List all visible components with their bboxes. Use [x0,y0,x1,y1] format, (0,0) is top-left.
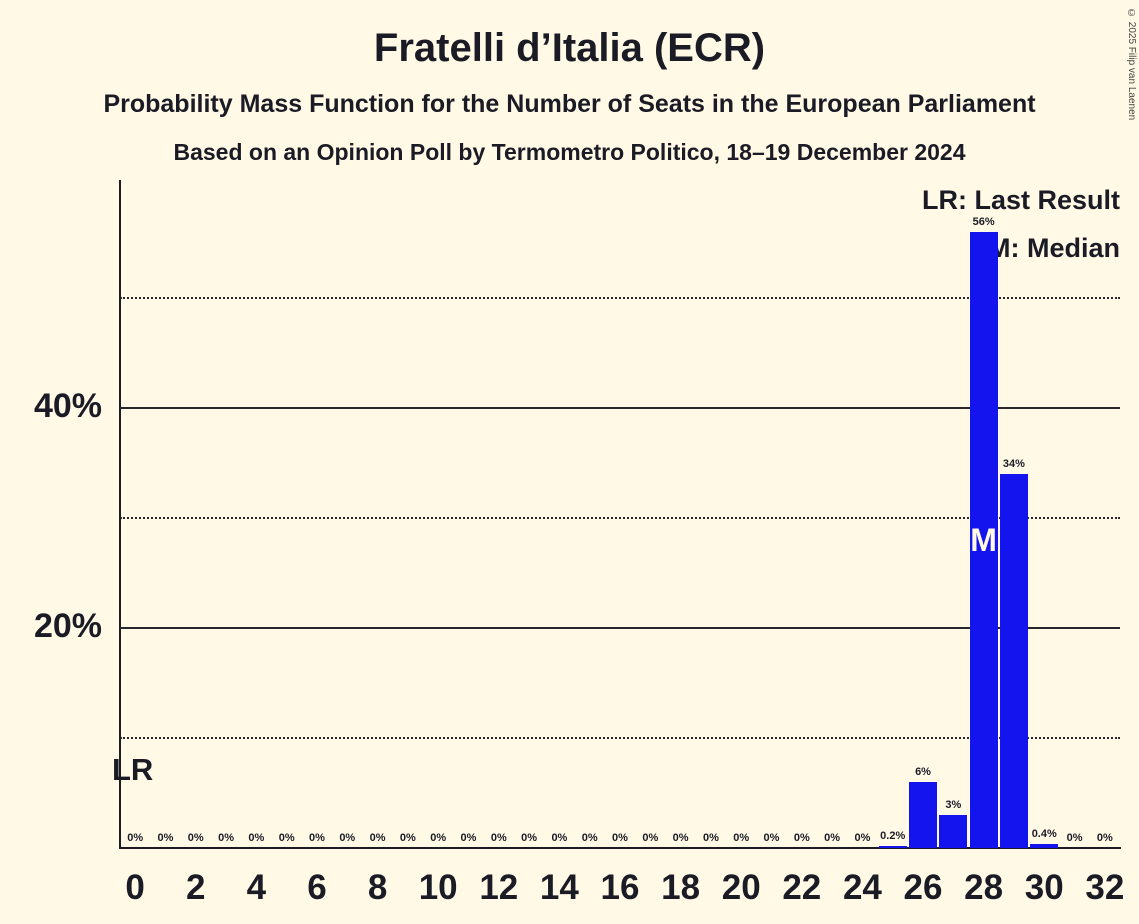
bar-value-label-seat-6: 0% [309,832,325,844]
bar-value-label-seat-32: 0% [1096,832,1113,844]
x-axis-label-32: 32 [1085,868,1125,907]
last-result-marker: LR [112,752,154,787]
chart-poll-source: Based on an Opinion Poll by Termometro P… [173,139,966,165]
bar-value-label-seat-12: 0% [490,832,507,844]
bar-value-label-seat-9: 0% [399,832,416,844]
x-axis-line [119,847,1121,849]
bar-value-label-seat-22: 0% [793,832,810,844]
x-axis-label-28: 28 [964,868,1004,907]
bar-value-label-seat-8: 0% [369,832,386,844]
bar-value-label-seat-29: 34% [1002,458,1025,470]
plot-area: 0% 0% 0% 0% 0% 0% 0% 0% 0% 0% 0% 0% 0% 0% 0% 0% 0% 0% 0% 0%… [120,180,1120,848]
x-axis-label-10: 10 [418,868,458,907]
bar-value-label-seat-21: 0% [763,832,780,844]
copyright-notice: © 2025 Filip van Laenen [1126,8,1137,121]
x-axis-label-12: 12 [479,868,519,907]
gridline-dotted-30 [120,517,1120,519]
bar-value-label-seat-3: 0% [218,832,234,844]
bar-value-label-seat-27: 3% [945,799,962,811]
bar-value-label-seat-31: 0% [1066,832,1083,844]
chart-title: Fratelli d’Italia (ECR) [373,26,766,70]
bar-value-label-seat-1: 0% [157,832,174,844]
y-axis-label-20: 20% [33,607,102,645]
bar-seat-25 [878,846,907,848]
x-axis-label-18: 18 [661,868,701,907]
bar-value-label-seat-19: 0% [702,832,719,844]
x-axis-label-24: 24 [842,868,882,907]
x-axis-label-6: 6 [307,868,327,907]
legend-last-result: LR: Last Result [921,185,1120,215]
bar-value-label-seat-5: 0% [278,832,295,844]
x-axis-label-2: 2 [186,868,206,907]
x-axis-label-4: 4 [246,868,267,907]
y-axis-line [119,180,121,849]
bar-value-label-seat-14: 0% [551,832,568,844]
bar-value-label-seat-15: 0% [581,832,598,844]
bar-value-label-seat-23: 0% [824,832,841,844]
gridline-solid-20 [120,627,1120,629]
gridline-solid-40 [120,407,1120,409]
gridline-dotted-50 [120,297,1120,299]
x-axis-label-8: 8 [367,868,388,907]
median-marker: M [970,521,997,558]
bar-seat-27 [939,815,968,848]
bar-value-label-seat-0: 0% [127,832,144,844]
bar-value-label-seat-11: 0% [460,832,477,844]
x-axis-label-14: 14 [539,868,579,907]
bar-value-label-seat-24: 0% [854,832,871,844]
bar-seat-26 [909,782,938,848]
x-axis-label-26: 26 [903,868,943,907]
bar-value-label-seat-30: 0.4% [1031,828,1057,840]
bar-value-label-seat-26: 6% [915,766,931,778]
bar-value-label-seat-4: 0% [248,832,265,844]
chart-subtitle: Probability Mass Function for the Number… [103,90,1036,118]
bar-seat-29 [999,474,1028,848]
legend-median: M: Median [988,233,1120,263]
bar-seat-30 [1030,844,1059,848]
bar-value-label-seat-18: 0% [672,832,689,844]
bar-value-label-seat-25: 0.2% [880,830,906,842]
bar-value-label-seat-16: 0% [612,832,628,844]
bar-value-label-seat-13: 0% [521,832,538,844]
x-axis-label-20: 20 [721,868,761,907]
x-axis-label-16: 16 [600,868,640,907]
bar-value-label-seat-17: 0% [642,832,659,844]
gridline-dotted-10 [120,737,1120,739]
bar-value-label-seat-7: 0% [339,832,356,844]
x-axis-label-0: 0 [125,868,145,907]
bar-value-label-seat-2: 0% [187,832,204,844]
bar-seat-28: M [969,232,998,848]
x-axis-label-30: 30 [1024,868,1064,907]
bar-value-label-seat-20: 0% [733,832,750,844]
y-axis-label-40: 40% [33,387,102,425]
bar-value-label-seat-10: 0% [430,832,447,844]
x-axis-label-22: 22 [782,868,822,907]
bar-value-label-seat-28: 56% [972,216,995,228]
